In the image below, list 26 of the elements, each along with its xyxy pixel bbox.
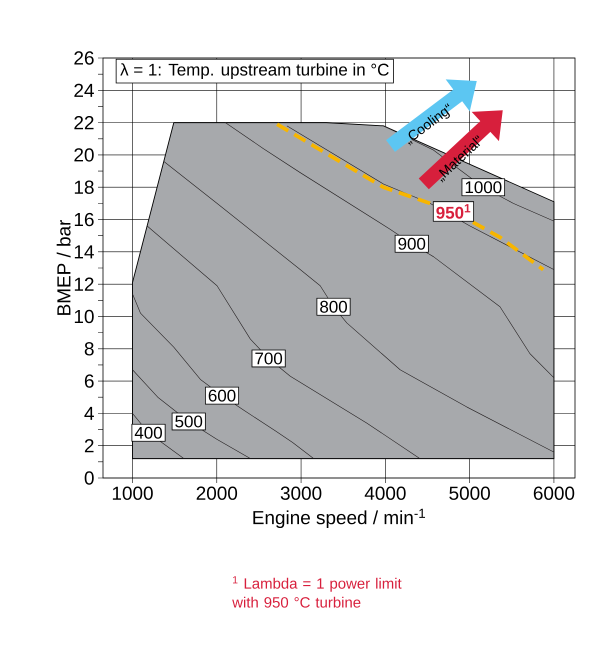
y-tick-label: 14 [74, 245, 94, 258]
y-tick-label: 20 [74, 148, 94, 162]
text: $^{1}$ Lambda = 1 power limit with 950 °C turbine [232, 576, 402, 608]
y-tick-label: 18 [74, 180, 94, 194]
y-tick-label: 8 [84, 342, 94, 356]
x-axis-title: Engine speed / min$^{-1}$ [253, 508, 426, 528]
y-tick-label: 22 [74, 116, 94, 130]
line-series [132, 294, 314, 459]
y-tick-label: 4 [84, 406, 94, 420]
x-tick-label: 6000 [534, 486, 574, 500]
x-tick-label: 3000 [280, 486, 322, 500]
y-tick-label: 10 [74, 310, 94, 324]
x-tick-label: 5000 [449, 486, 490, 500]
x-tick-label: 4000 [364, 486, 406, 500]
y-tick-label: 12 [74, 278, 94, 291]
x-tick-label: 1000 [112, 486, 153, 500]
line-series [132, 369, 251, 459]
y-tick-label: 24 [74, 84, 94, 97]
y-tick-label: 6 [84, 374, 94, 388]
x-tick-label: 2000 [196, 486, 238, 500]
y-tick-label: 26 [74, 51, 94, 65]
y-axis-title: BMEP / bar [56, 220, 71, 315]
y-tick-label: 0 [84, 471, 94, 485]
chart-title: λ = 1: Temp. upstream turbine in °C [120, 63, 389, 80]
y-tick-label: 2 [84, 439, 94, 452]
y-tick-label: 16 [74, 212, 94, 226]
